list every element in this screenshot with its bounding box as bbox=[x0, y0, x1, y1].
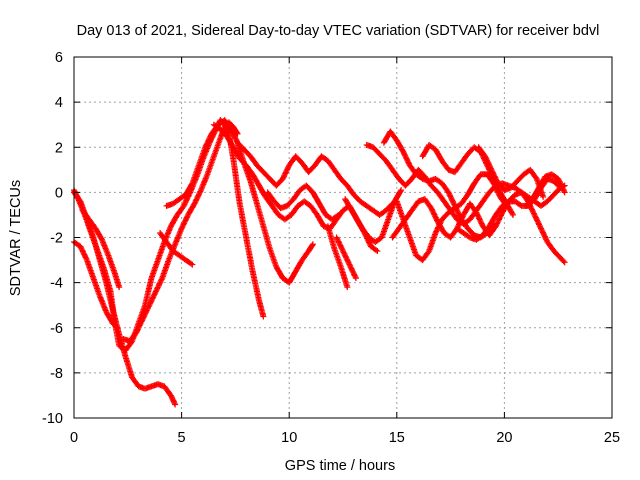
series-arc-13 bbox=[342, 196, 381, 255]
y-tick-label: -4 bbox=[50, 276, 63, 292]
y-tick-label: -8 bbox=[50, 366, 63, 382]
x-tick-label: 15 bbox=[389, 430, 405, 446]
series-marker-trail bbox=[72, 239, 119, 330]
x-axis-label: GPS time / hours bbox=[285, 458, 395, 474]
series-arc-12 bbox=[333, 234, 359, 282]
y-tick-label: 2 bbox=[55, 140, 63, 156]
data-point bbox=[346, 261, 353, 268]
series-marker-trail bbox=[158, 231, 195, 267]
data-point bbox=[146, 302, 153, 309]
series-marker-trail bbox=[265, 183, 341, 222]
series-marker-trail bbox=[524, 171, 567, 208]
series-marker-trail bbox=[325, 224, 350, 289]
chart-title: Day 013 of 2021, Sidereal Day-to-day VTE… bbox=[77, 23, 600, 39]
grid-lines bbox=[74, 57, 612, 418]
series-marker-trail bbox=[212, 122, 404, 245]
series-arc-21 bbox=[522, 171, 568, 209]
y-tick-label: 6 bbox=[55, 50, 63, 66]
series-arc-10 bbox=[264, 182, 342, 223]
y-tick-label: -2 bbox=[50, 231, 63, 247]
series-marker-trail bbox=[235, 140, 395, 217]
data-points bbox=[71, 117, 568, 408]
axes: 0 5 10 15 20 25 -10 -8 -6 -4 -2 0 2 4 6 bbox=[42, 50, 620, 446]
x-tick-label: 5 bbox=[178, 430, 186, 446]
series-marker-trail bbox=[342, 197, 380, 254]
series-arc-3 bbox=[71, 239, 121, 331]
x-tick-label: 25 bbox=[604, 430, 620, 446]
y-tick-label: -6 bbox=[50, 321, 63, 337]
x-tick-label: 10 bbox=[281, 430, 297, 446]
y-tick-label: 0 bbox=[55, 185, 63, 201]
series-arc-6 bbox=[157, 229, 196, 268]
series-marker-trail bbox=[121, 120, 240, 344]
y-axis-label: SDTVAR / TECUs bbox=[8, 180, 24, 296]
x-tick-label: 0 bbox=[70, 430, 78, 446]
y-tick-label: 4 bbox=[55, 95, 63, 111]
series-arc-14 bbox=[363, 141, 568, 227]
series-marker-trail bbox=[164, 118, 316, 285]
y-tick-label: -10 bbox=[42, 411, 63, 427]
data-point bbox=[488, 166, 495, 173]
series-arc-5 bbox=[120, 119, 241, 345]
series-arc-4 bbox=[79, 207, 123, 291]
series-arc-8 bbox=[210, 121, 405, 246]
series-arc-20 bbox=[475, 144, 547, 200]
series-arc-9 bbox=[234, 139, 396, 218]
series-arc-11 bbox=[324, 223, 351, 291]
series-marker-trail bbox=[80, 208, 122, 289]
series-marker-trail bbox=[334, 235, 359, 280]
data-point bbox=[531, 211, 538, 218]
data-point bbox=[139, 315, 146, 322]
series-marker-trail bbox=[394, 171, 509, 263]
x-tick-label: 20 bbox=[496, 430, 512, 446]
data-point bbox=[537, 225, 544, 232]
data-point bbox=[152, 288, 159, 295]
data-point bbox=[352, 275, 359, 282]
data-point bbox=[561, 189, 568, 196]
